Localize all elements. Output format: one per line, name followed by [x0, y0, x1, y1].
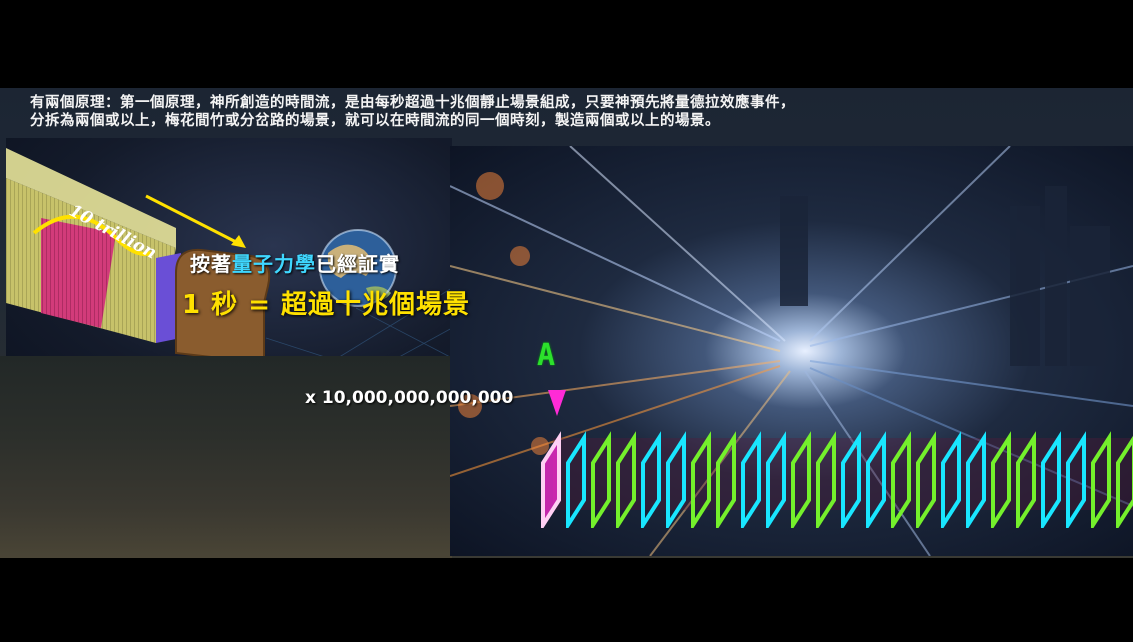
time-frame [566, 431, 586, 528]
marker-down-arrow-icon [548, 390, 566, 416]
time-frame [591, 431, 611, 528]
time-frame [866, 431, 886, 528]
time-frame [641, 431, 661, 528]
time-frame [1091, 431, 1111, 528]
time-frame [716, 431, 736, 528]
headline-prefix: 按著 [190, 252, 232, 276]
headline-highlight: 量子力學 [232, 252, 316, 276]
caption-line-1: 有兩個原理：第一個原理，神所創造的時間流，是由每秒超過十兆個靜止場景組成，只要神… [30, 95, 795, 111]
headline-suffix: 已經証實 [316, 252, 400, 276]
time-frame [916, 431, 936, 528]
time-frame [966, 431, 986, 528]
quantum-headline: 按著量子力學已經証實 [190, 248, 400, 277]
caption-line-2: 分拆為兩個或以上，梅花間竹或分岔路的場景，就可以在時間流的同一個時刻，製造兩個或… [30, 113, 720, 129]
time-frame [991, 431, 1011, 528]
equation-headline: 1 秒 = 超過十兆個場景 [182, 290, 471, 320]
time-frame [1116, 435, 1133, 528]
beach-ground [0, 356, 452, 558]
time-frame [841, 431, 861, 528]
tunnel-light-streaks [450, 146, 1133, 556]
time-frame [941, 431, 961, 528]
caption-text: 有兩個原理：第一個原理，神所創造的時間流，是由每秒超過十兆個靜止場景組成，只要神… [30, 94, 1120, 130]
time-frame [1066, 431, 1086, 528]
time-frame [791, 431, 811, 528]
time-frame-strip [541, 431, 1133, 528]
time-frame [1041, 431, 1061, 528]
time-frame-current [541, 431, 561, 528]
time-frame [816, 431, 836, 528]
time-frame [691, 431, 711, 528]
time-frame [891, 431, 911, 528]
time-frame [1016, 431, 1036, 528]
time-frame [741, 431, 761, 528]
time-frame [616, 431, 636, 528]
multiplier-text: x 10,000,000,000,000 [305, 388, 514, 408]
time-frame [666, 431, 686, 528]
time-frame [766, 431, 786, 528]
slide-area: 10 trillion [0, 88, 1133, 558]
bread-loaf-illustration: 10 trillion [6, 148, 452, 408]
marker-a-label: A [537, 338, 556, 373]
